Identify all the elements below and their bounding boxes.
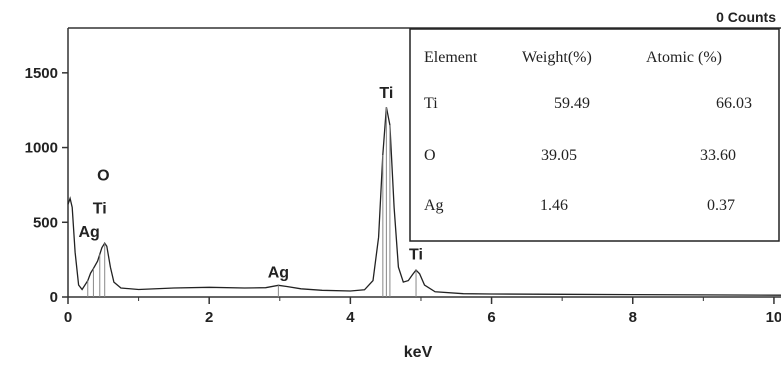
peak-label-ti: Ti	[93, 200, 107, 217]
table-cell-element: Ag	[424, 197, 444, 214]
table-header-atomic: Atomic (%)	[646, 49, 722, 66]
table-cell-weight: 59.49	[554, 95, 590, 112]
x-tick-label: 2	[205, 309, 213, 326]
x-axis-ticks: 0 2 4 6 8 10	[64, 297, 781, 326]
peak-labels: Ti Ti Ag Ag Ti O	[79, 85, 423, 281]
table-cell-weight: 39.05	[541, 147, 577, 164]
table-header-element: Element	[424, 49, 478, 66]
y-axis-ticks: 0 500 1000 1500	[25, 65, 68, 306]
x-tick-label: 4	[346, 309, 355, 326]
table-border	[409, 28, 780, 242]
x-tick-label: 8	[629, 309, 637, 326]
peak-label-ti: Ti	[379, 85, 393, 102]
table-cell-weight: 1.46	[540, 197, 568, 214]
x-tick-label: 0	[64, 309, 72, 326]
peak-label-ag: Ag	[268, 265, 289, 282]
table-cell-atomic: 33.60	[700, 147, 736, 164]
peak-label-ti: Ti	[409, 247, 423, 264]
y-tick-label: 500	[33, 214, 58, 231]
spectrum-series	[67, 107, 781, 297]
y-tick-label: 1000	[25, 140, 58, 157]
peak-label-o: O	[97, 167, 109, 184]
table-cell-element: O	[424, 147, 436, 164]
peak-label-ag: Ag	[79, 224, 100, 241]
counts-label: 0 Counts	[716, 9, 776, 25]
table-cell-atomic: 0.37	[707, 197, 735, 214]
composition-table: Element Weight(%) Atomic (%) Ti 59.49 66…	[409, 28, 780, 242]
y-tick-label: 0	[50, 289, 58, 306]
x-tick-label: 6	[487, 309, 495, 326]
x-tick-label: 10	[766, 309, 781, 326]
table-header-weight: Weight(%)	[522, 49, 592, 66]
y-tick-label: 1500	[25, 65, 58, 82]
table-cell-atomic: 66.03	[716, 95, 752, 112]
x-axis-title: keV	[404, 344, 433, 361]
spectrum-line	[67, 107, 781, 296]
table-cell-element: Ti	[424, 95, 438, 112]
